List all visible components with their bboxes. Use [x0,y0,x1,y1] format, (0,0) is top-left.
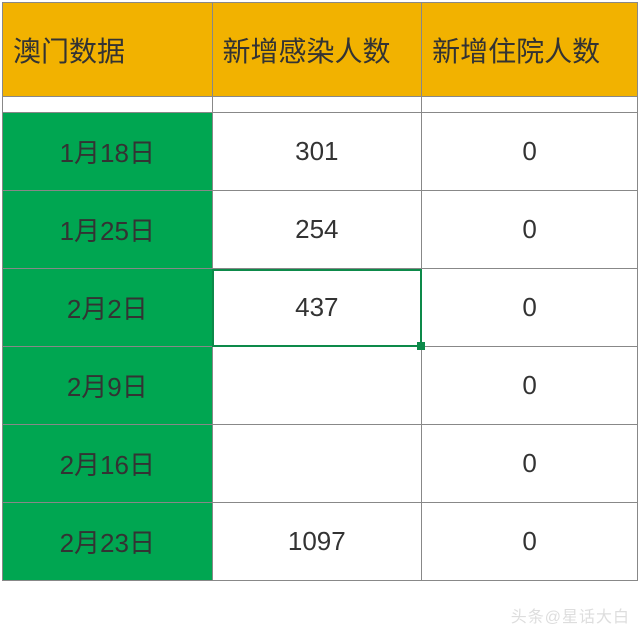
infections-cell[interactable]: 437 [212,269,422,347]
date-cell[interactable]: 2月2日 [3,269,213,347]
date-cell[interactable]: 2月16日 [3,425,213,503]
table-header-row: 澳门数据 新增感染人数 新增住院人数 [3,3,638,97]
date-cell[interactable]: 2月9日 [3,347,213,425]
col-header-hospitalized: 新增住院人数 [422,3,638,97]
table-row: 2月16日 0 [3,425,638,503]
data-table-container: 澳门数据 新增感染人数 新增住院人数 1月18日30101月25日25402月2… [0,0,640,583]
table-body: 1月18日30101月25日25402月2日43702月9日02月16日02月2… [3,97,638,581]
date-cell[interactable]: 1月18日 [3,113,213,191]
hospitalized-cell[interactable]: 0 [422,425,638,503]
col-header-region: 澳门数据 [3,3,213,97]
spacer-cell [422,97,638,113]
date-cell[interactable]: 1月25日 [3,191,213,269]
table-row: 1月25日2540 [3,191,638,269]
spacer-row [3,97,638,113]
hospitalized-cell[interactable]: 0 [422,347,638,425]
table-row: 1月18日3010 [3,113,638,191]
spacer-cell [3,97,213,113]
table-row: 2月2日4370 [3,269,638,347]
hospitalized-cell[interactable]: 0 [422,191,638,269]
infections-cell[interactable]: 254 [212,191,422,269]
table-row: 2月23日10970 [3,503,638,581]
spacer-cell [212,97,422,113]
infections-cell[interactable] [212,347,422,425]
table-row: 2月9日 0 [3,347,638,425]
macau-data-table: 澳门数据 新增感染人数 新增住院人数 1月18日30101月25日25402月2… [2,2,638,581]
infections-cell[interactable]: 301 [212,113,422,191]
watermark-text: 头条@星话大白 [511,603,630,627]
hospitalized-cell[interactable]: 0 [422,113,638,191]
infections-cell[interactable]: 1097 [212,503,422,581]
col-header-infections: 新增感染人数 [212,3,422,97]
date-cell[interactable]: 2月23日 [3,503,213,581]
hospitalized-cell[interactable]: 0 [422,269,638,347]
infections-cell[interactable] [212,425,422,503]
hospitalized-cell[interactable]: 0 [422,503,638,581]
